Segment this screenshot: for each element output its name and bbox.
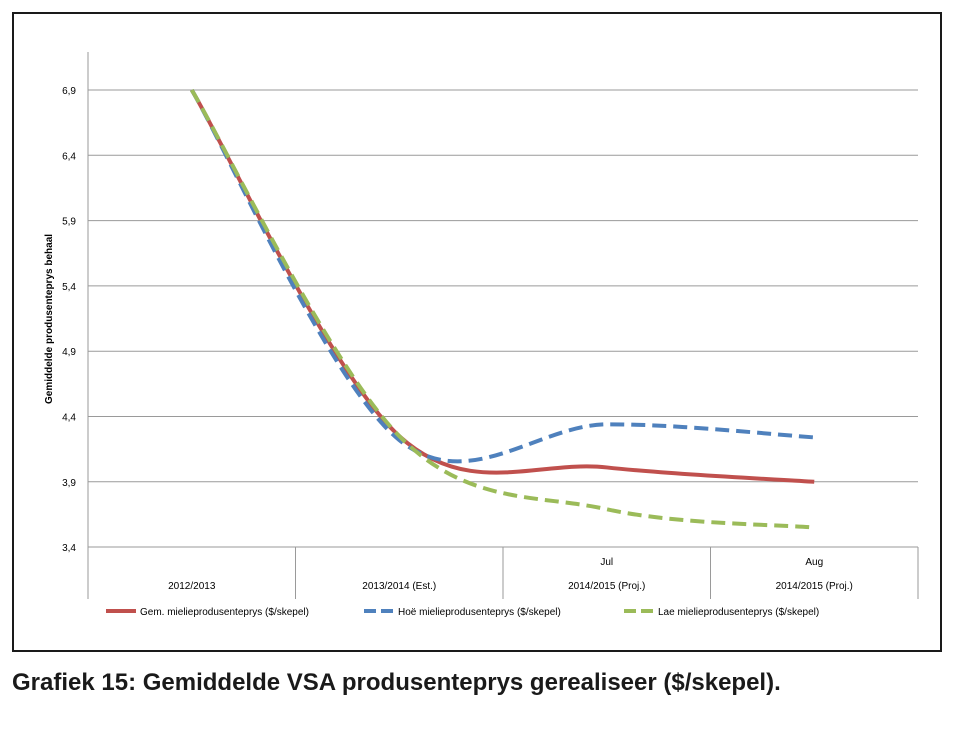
- legend: Gem. mielieprodusenteprys ($/skepel) Hoë …: [106, 607, 819, 618]
- y-tick-label: 3,4: [62, 543, 76, 554]
- figure-caption: Grafiek 15: Gemiddelde VSA produsentepry…: [12, 669, 781, 696]
- x-category-label: 2014/2015 (Proj.): [776, 581, 853, 592]
- x-category-label: 2012/2013: [168, 581, 216, 592]
- y-tick-label: 3,9: [62, 478, 76, 489]
- series-line-3: [190, 88, 815, 530]
- x-category-labels: 2012/2013 2013/2014 (Est.) Jul 2014/2015 (P…: [168, 557, 853, 592]
- x-category-sublabel: Aug: [805, 557, 823, 568]
- x-category-sublabel: Jul: [600, 557, 613, 568]
- grid-lines: [88, 89, 918, 483]
- series-line-2: [190, 88, 815, 464]
- y-tick-label: 6,4: [62, 151, 76, 162]
- chart-frame: 6,9 6,4 5,9 5,4 4,9 4,4 3,9 3,4 2012/2013 2013/2…: [12, 12, 942, 652]
- y-tick-label: 6,9: [62, 86, 76, 97]
- y-tick-label: 4,9: [62, 347, 76, 358]
- line-chart: 6,9 6,4 5,9 5,4 4,9 4,4 3,9 3,4 2012/2013 2013/2…: [44, 52, 919, 618]
- y-tick-labels: 6,9 6,4 5,9 5,4 4,9 4,4 3,9 3,4: [62, 86, 76, 554]
- y-tick-label: 4,4: [62, 413, 76, 424]
- axes: [87, 52, 919, 599]
- legend-label: Gem. mielieprodusenteprys ($/skepel): [140, 607, 309, 618]
- y-tick-label: 5,4: [62, 282, 76, 293]
- x-category-label: 2014/2015 (Proj.): [568, 581, 645, 592]
- legend-label: Lae mielieprodusenteprys ($/skepel): [658, 607, 819, 618]
- y-tick-label: 5,9: [62, 217, 76, 228]
- y-axis-label: Gemiddelde produsenteprys behaal: [44, 234, 55, 404]
- series-lines: [190, 88, 815, 530]
- legend-label: Hoë mielieprodusenteprys ($/skepel): [398, 607, 561, 618]
- x-category-label: 2013/2014 (Est.): [362, 581, 436, 592]
